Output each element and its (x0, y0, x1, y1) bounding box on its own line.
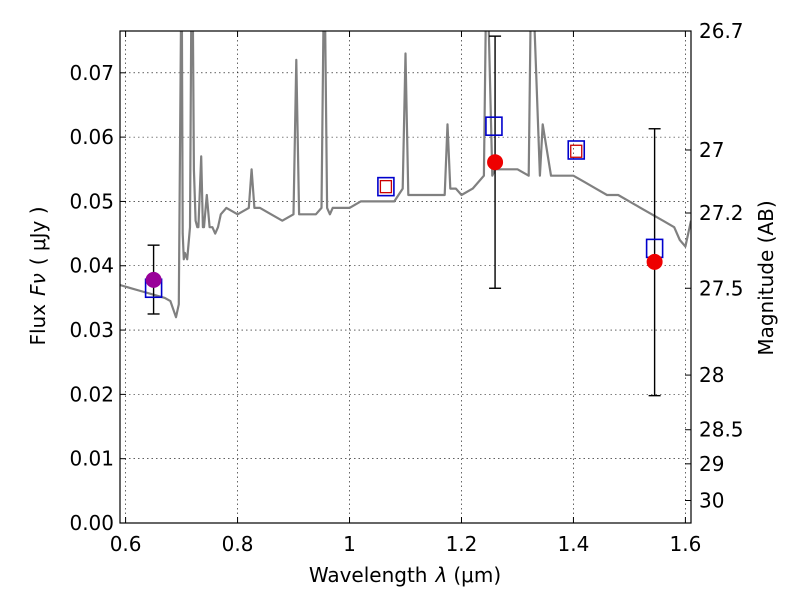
y-axis-title-symbol: Fν (26, 273, 50, 296)
y-tick-label: 0.06 (69, 125, 114, 149)
y2-tick-label: 27.2 (699, 201, 744, 225)
x-tick-label: 1 (343, 532, 356, 556)
y2-axis-title: Magnitude (AB) (754, 200, 778, 355)
x-tick-label: 1.6 (669, 532, 701, 556)
y2-tick-label: 30 (699, 488, 724, 512)
y2-tick-label: 28 (699, 363, 724, 387)
y2-tick-label: 28.5 (699, 418, 744, 442)
observed-point (646, 253, 663, 270)
y-tick-label: 0.00 (69, 511, 114, 535)
ticks-layer: 0.6 0.8 1 1.2 1.4 1.6 0.00 0.01 0.02 0.03 0.04 0.05… (69, 19, 743, 556)
model-square-marker (377, 176, 395, 197)
spectrum-line (120, 31, 691, 319)
y-tick-label: 0.02 (69, 382, 114, 406)
y2-tick-label: 27.5 (699, 276, 744, 300)
y-tick-label: 0.05 (69, 189, 114, 213)
plot-frame (119, 30, 692, 524)
y-axis-title: Flux Fν ( μJy ) (26, 206, 50, 345)
x-axis-title-symbol: λ (435, 563, 448, 587)
x-axis-title-word: Wavelength (309, 563, 428, 587)
small-square-marker (379, 179, 393, 194)
grid-layer (120, 31, 691, 523)
y-tick-label: 0.04 (69, 254, 114, 278)
model-square-marker (485, 116, 503, 136)
y-tick-label: 0.07 (69, 61, 114, 85)
x-tick-label: 0.8 (222, 532, 254, 556)
small-square-marker (570, 144, 583, 158)
y-tick-label: 0.01 (69, 447, 114, 471)
x-tick-label: 0.6 (110, 532, 142, 556)
y2-tick-label: 26.7 (699, 19, 744, 43)
y2-tick-label: 27 (699, 138, 724, 162)
model-square-marker (567, 140, 586, 160)
observed-point (487, 154, 504, 171)
y-tick-label: 0.03 (69, 318, 114, 342)
axis-labels: Wavelength λ (μm) Flux Fν ( μJy ) Magnitude … (26, 200, 778, 587)
x-axis-title: Wavelength λ (μm) (309, 563, 501, 587)
y-axis-title-word: Flux (26, 304, 50, 346)
observed-point (145, 271, 162, 288)
y-axis-title-unit: ( μJy ) (26, 206, 50, 265)
x-tick-label: 1.2 (446, 532, 478, 556)
x-tick-label: 1.4 (558, 532, 590, 556)
y2-tick-label: 29 (699, 452, 724, 476)
plot-area (120, 31, 691, 397)
x-axis-title-unit: (μm) (453, 563, 501, 587)
